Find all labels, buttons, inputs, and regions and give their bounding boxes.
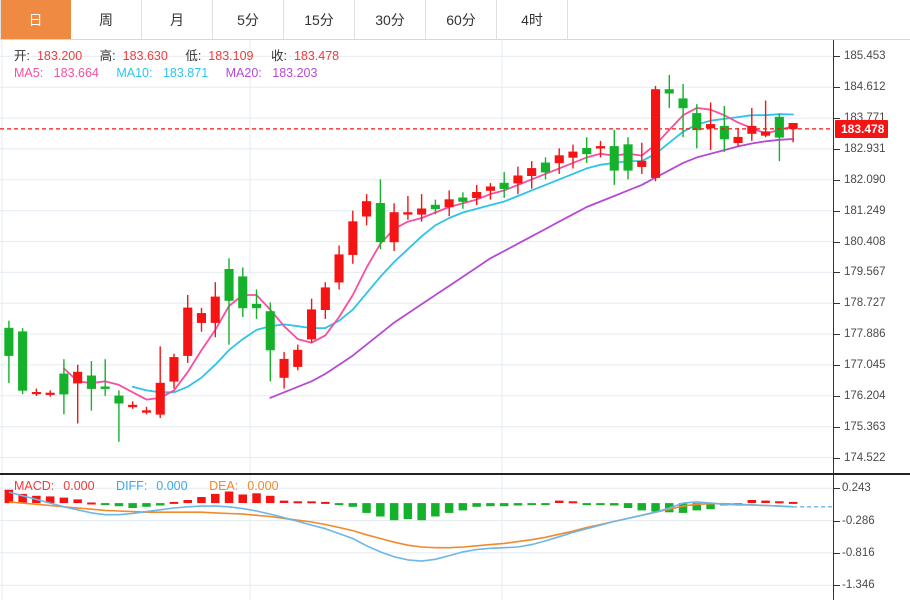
price-candlestick-svg [0,40,833,473]
price-axis-label: 182.090 [844,173,886,186]
price-axis-tick [834,457,840,459]
tab-day[interactable]: 日 [0,0,71,39]
price-axis-label: 174.522 [844,451,886,464]
price-axis-label: 182.931 [844,142,886,155]
macd-axis-tick [834,488,840,490]
tab-label: 30分 [375,11,405,28]
price-axis-label: 177.045 [844,358,886,371]
tab-label: 月 [170,11,184,28]
price-axis-tick [834,272,840,274]
macd-axis: 0.243 -0.286 -0.816 -1.346 [833,473,910,600]
price-axis-tick [834,364,840,366]
price-axis-label: 179.567 [844,266,886,279]
tab-label: 5分 [237,11,259,28]
tabbar-filler [568,0,910,39]
dea-value: 0.000 [247,479,279,493]
tab-month[interactable]: 月 [142,0,213,39]
price-axis-label: 178.727 [844,297,886,310]
macd-pane[interactable]: MACD: 0.000 DIFF: 0.000 DEA: 0.000 [0,473,833,600]
price-axis-tick [834,426,840,428]
price-axis-tick [834,56,840,58]
macd-axis-label: -0.816 [842,546,875,559]
current-price-tag: 183.478 [835,119,889,138]
macd-axis-label: -0.286 [842,514,875,527]
price-axis-tick [834,118,840,120]
price-axis-tick [834,303,840,305]
macd-axis-tick [834,520,840,522]
macd-axis-label: -1.346 [842,579,875,592]
diff-label: DIFF: [116,479,148,493]
price-axis-tick [834,210,840,212]
tab-label: 周 [99,11,113,28]
price-axis-label: 185.453 [844,50,886,63]
price-axis-tick [834,148,840,150]
price-axis-label: 184.612 [844,81,886,94]
price-axis-tick [834,87,840,89]
tab-5min[interactable]: 5分 [213,0,284,39]
price-axis-label: 181.249 [844,204,886,217]
price-axis-label: 176.204 [844,389,886,402]
tab-15min[interactable]: 15分 [284,0,355,39]
price-axis-tick [834,395,840,397]
diff-value: 0.000 [156,479,188,493]
tab-label: 日 [28,11,43,28]
tab-30min[interactable]: 30分 [355,0,426,39]
timeframe-tabbar: 日 周 月 5分 15分 30分 60分 4时 [0,0,910,40]
tab-week[interactable]: 周 [71,0,142,39]
dea-label: DEA: [209,479,239,493]
tab-label: 15分 [304,11,334,28]
macd-axis-label: 0.243 [842,482,871,495]
price-chart-pane[interactable]: 开: 183.200 高: 183.630 低: 183.109 收: 183.478 … [0,40,833,473]
price-axis-tick [834,334,840,336]
price-axis: 185.453 184.612 183.771 182.931 182.090 181.2… [833,40,910,473]
tab-60min[interactable]: 60分 [426,0,497,39]
macd-legend: MACD: 0.000 DIFF: 0.000 DEA: 0.000 [14,479,297,493]
price-axis-label: 175.363 [844,420,886,433]
price-axis-tick [834,179,840,181]
price-axis-label: 180.408 [844,235,886,248]
macd-value: 0.000 [63,479,95,493]
macd-axis-tick [834,552,840,554]
tab-label: 60分 [446,11,476,28]
price-axis-tick [834,241,840,243]
price-axis-label: 177.886 [844,328,886,341]
macd-svg [0,475,833,600]
macd-label: MACD: [14,479,55,493]
tab-label: 4时 [521,11,543,28]
tab-4hour[interactable]: 4时 [497,0,568,39]
macd-axis-tick [834,585,840,587]
